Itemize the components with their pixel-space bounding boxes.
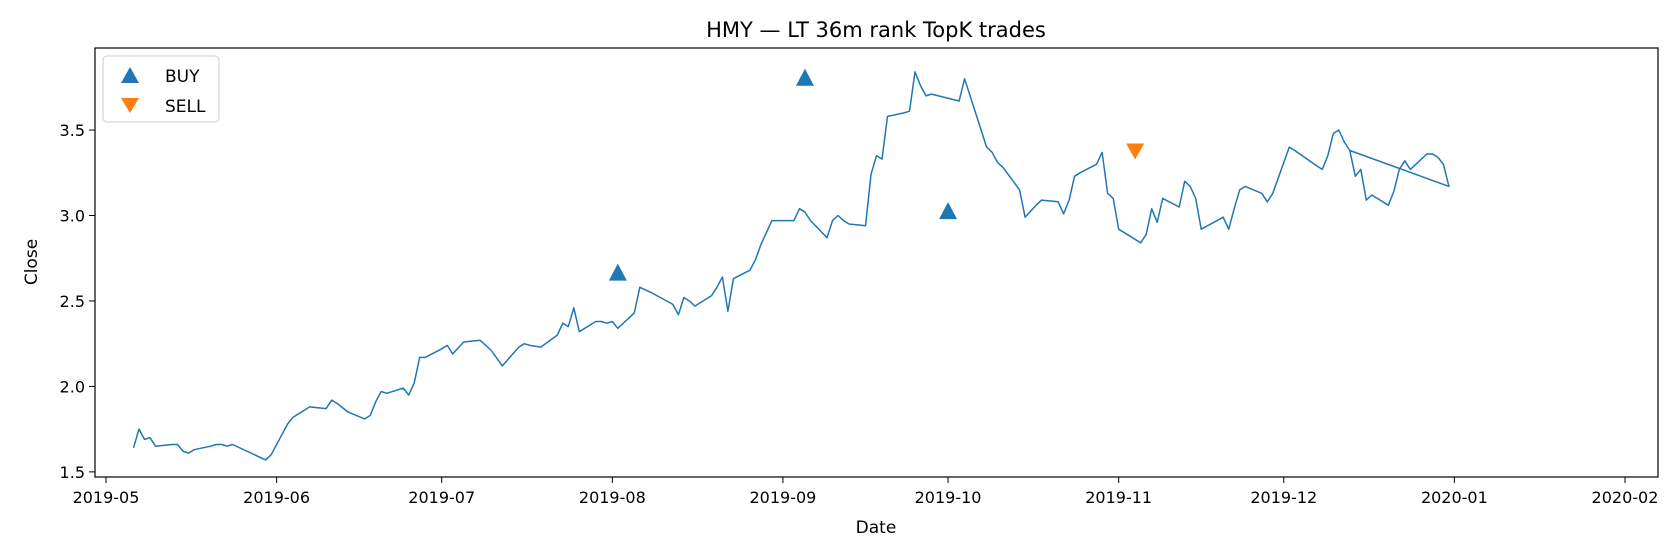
close-price-line <box>132 71 1450 461</box>
y-axis: 1.5 2.0 2.5 3.0 3.5 <box>60 121 95 482</box>
plot-area <box>132 68 1450 461</box>
x-tick-label: 2019-08 <box>579 488 646 507</box>
x-tick-label: 2020-02 <box>1592 488 1659 507</box>
legend-sell-marker <box>121 98 139 113</box>
x-tick-label: 2019-06 <box>243 488 310 507</box>
axes-frame <box>94 47 1659 478</box>
chart-title: HMY — LT 36m rank TopK trades <box>706 18 1046 42</box>
x-tick-label: 2019-09 <box>750 488 817 507</box>
x-tick-label: 2019-12 <box>1250 488 1317 507</box>
y-tick-label: 3.0 <box>60 206 85 225</box>
buy-marker <box>795 68 814 86</box>
buy-marker <box>939 202 958 220</box>
x-axis: 2019-05 2019-06 2019-07 2019-08 2019-09 2019-… <box>73 477 1659 507</box>
legend-sell-label: SELL <box>165 97 206 117</box>
y-axis-label: Close <box>22 239 42 285</box>
y-tick-label: 2.5 <box>60 292 85 311</box>
x-axis-label: Date <box>856 518 897 538</box>
x-tick-label: 2019-10 <box>915 488 982 507</box>
sell-marker <box>1126 143 1145 160</box>
y-tick-label: 2.0 <box>60 377 85 396</box>
legend-buy-marker <box>121 67 139 83</box>
y-tick-label: 3.5 <box>60 121 85 140</box>
buy-marker <box>608 263 627 281</box>
y-tick-label: 1.5 <box>60 463 85 482</box>
x-tick-label: 2020-01 <box>1421 488 1488 507</box>
x-tick-label: 2019-07 <box>408 488 475 507</box>
legend: BUY SELL <box>102 55 220 123</box>
x-tick-label: 2019-11 <box>1085 488 1152 507</box>
legend-buy-label: BUY <box>165 67 200 87</box>
x-tick-label: 2019-05 <box>73 488 140 507</box>
